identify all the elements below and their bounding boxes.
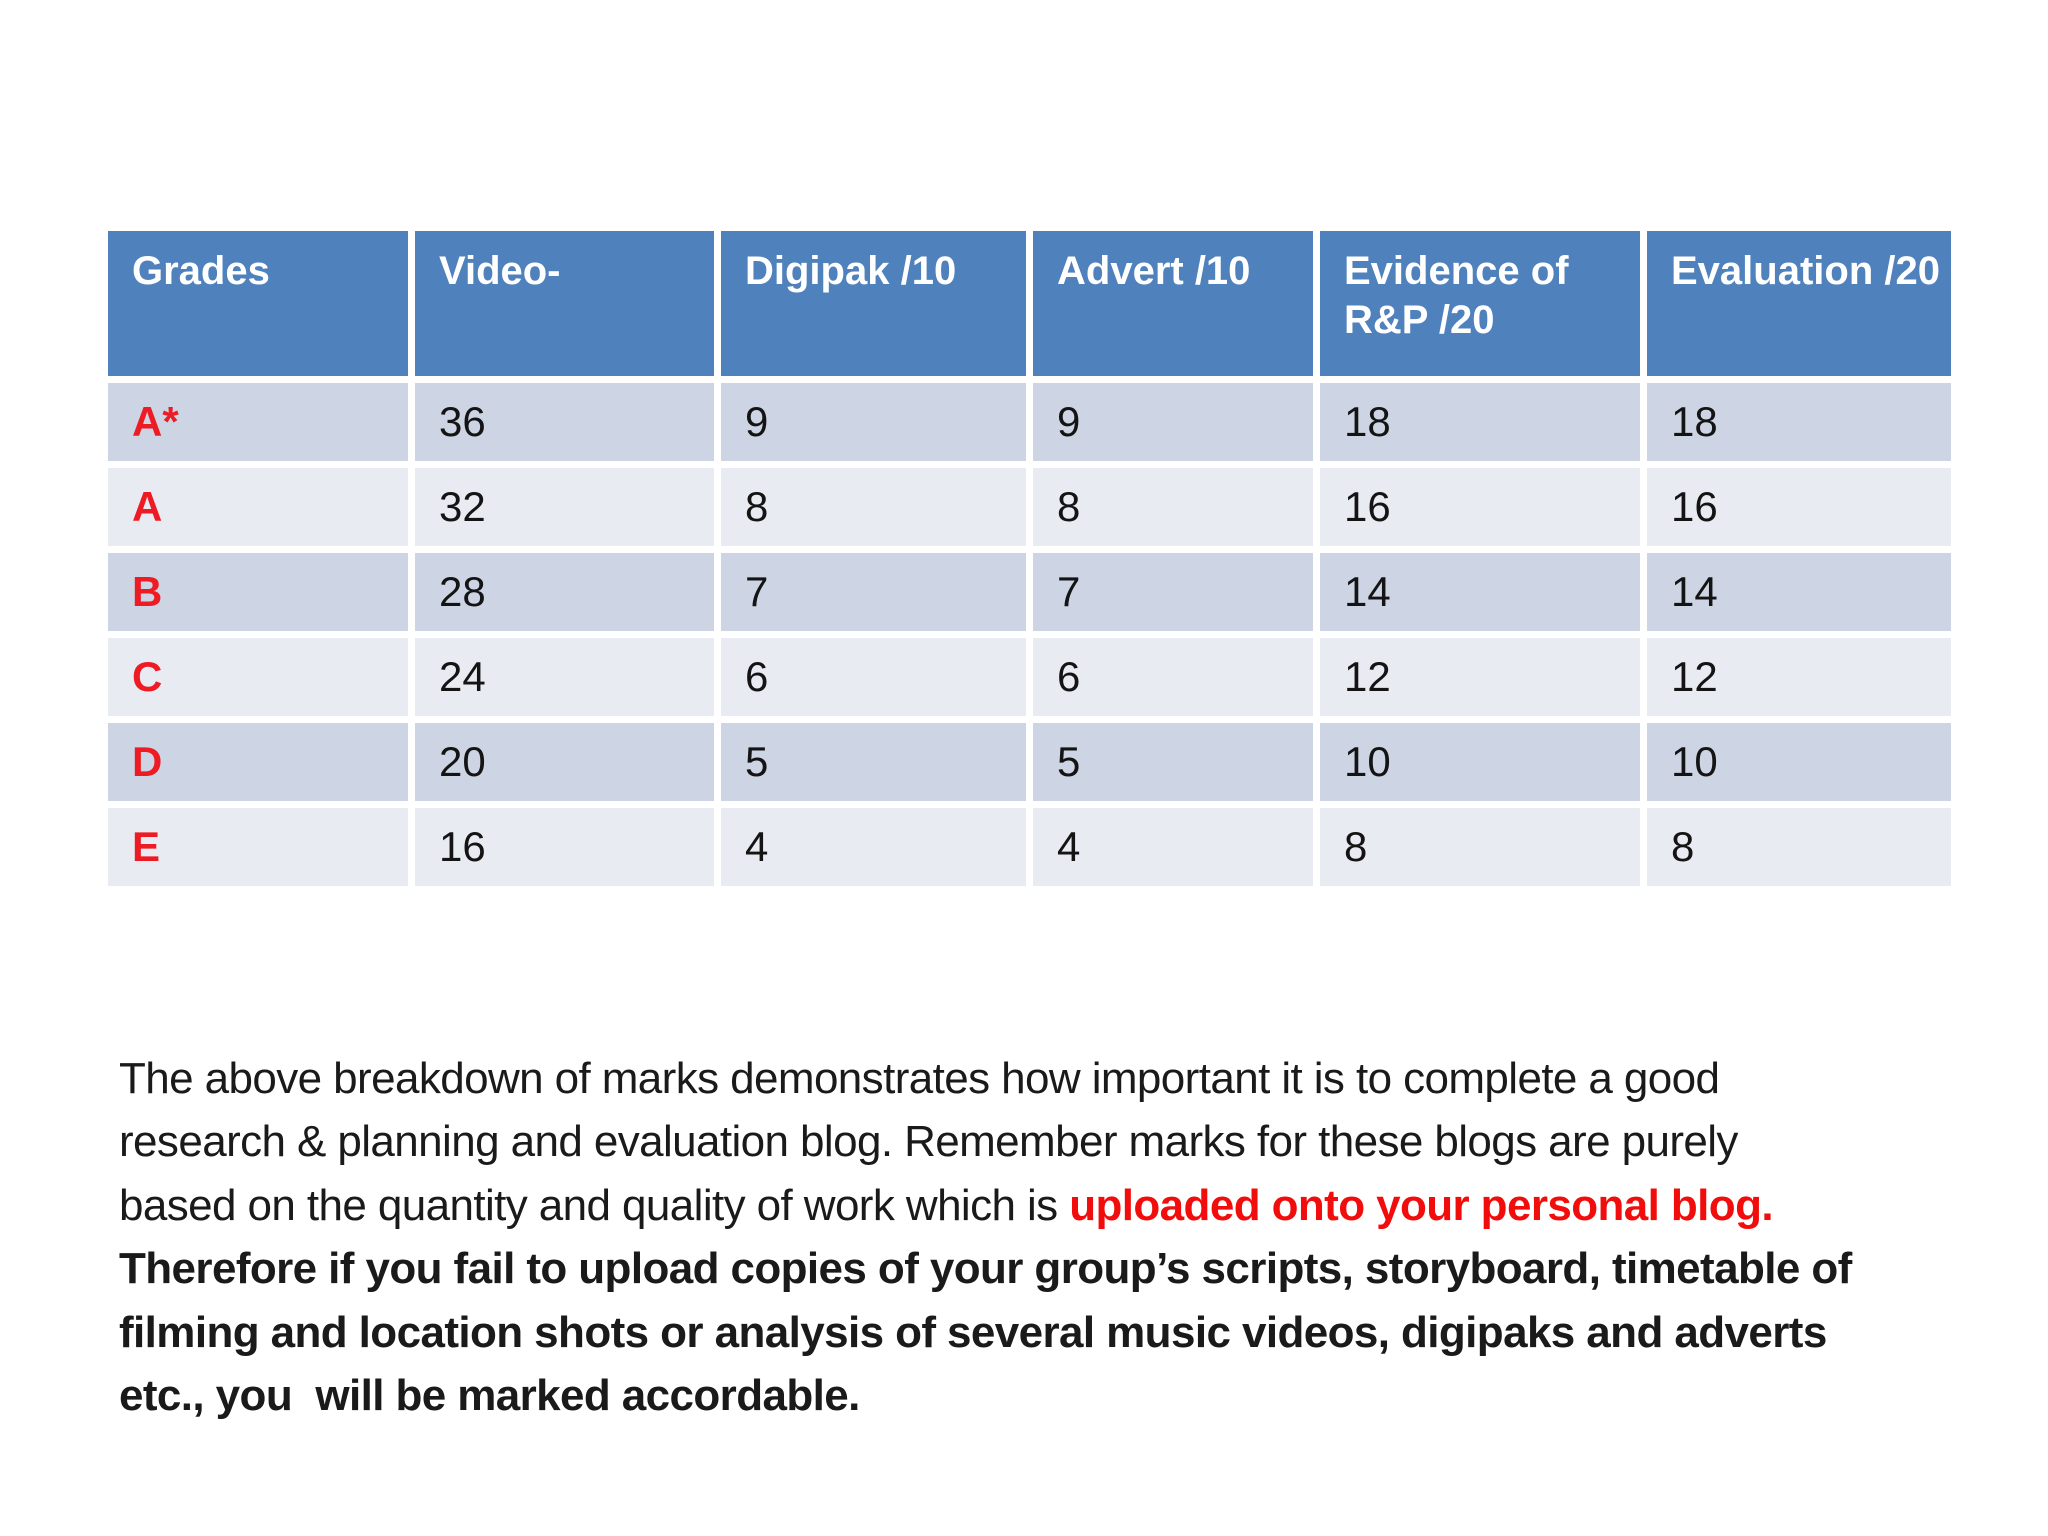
cell-c-advert: 6 [1033, 638, 1313, 716]
grade-cell-b: B [108, 553, 408, 631]
cell-a-video: 32 [415, 468, 714, 546]
notes-paragraph: The above breakdown of marks demonstrate… [119, 1047, 1852, 1427]
cell-a-star-digipak: 9 [721, 383, 1026, 461]
cell-b-advert: 7 [1033, 553, 1313, 631]
cell-e-digipak: 4 [721, 808, 1026, 886]
cell-a-evidence: 16 [1320, 468, 1640, 546]
cell-d-video: 20 [415, 723, 714, 801]
cell-d-advert: 5 [1033, 723, 1313, 801]
cell-e-evidence: 8 [1320, 808, 1640, 886]
cell-b-digipak: 7 [721, 553, 1026, 631]
cell-a-evaluation: 16 [1647, 468, 1951, 546]
cell-c-evaluation: 12 [1647, 638, 1951, 716]
highlighted-text: uploaded onto your personal blog. [1069, 1180, 1773, 1230]
column-header-advert: Advert /10 [1033, 231, 1313, 376]
cell-a-star-evidence: 18 [1320, 383, 1640, 461]
cell-e-video: 16 [415, 808, 714, 886]
paragraph-text: etc., you will be marked accordable. [119, 1371, 860, 1421]
paragraph-line-1: The above breakdown of marks demonstrate… [119, 1047, 1852, 1110]
cell-e-advert: 4 [1033, 808, 1313, 886]
grade-cell-c: C [108, 638, 408, 716]
paragraph-line-5: filming and location shots or analysis o… [119, 1301, 1852, 1364]
cell-c-digipak: 6 [721, 638, 1026, 716]
paragraph-line-6: etc., you will be marked accordable. [119, 1364, 1852, 1427]
cell-d-digipak: 5 [721, 723, 1026, 801]
paragraph-line-2: research & planning and evaluation blog.… [119, 1110, 1852, 1173]
cell-a-star-evaluation: 18 [1647, 383, 1951, 461]
cell-b-video: 28 [415, 553, 714, 631]
cell-a-digipak: 8 [721, 468, 1026, 546]
cell-b-evaluation: 14 [1647, 553, 1951, 631]
cell-d-evidence: 10 [1320, 723, 1640, 801]
column-header-evidence: Evidence of R&P /20 [1320, 231, 1640, 376]
grade-cell-a-star: A* [108, 383, 408, 461]
grade-cell-d: D [108, 723, 408, 801]
paragraph-text: research & planning and evaluation blog.… [119, 1117, 1738, 1167]
column-header-grades: Grades [108, 231, 408, 376]
paragraph-text: The above breakdown of marks demonstrate… [119, 1054, 1720, 1103]
cell-a-star-video: 36 [415, 383, 714, 461]
cell-c-evidence: 12 [1320, 638, 1640, 716]
column-header-evaluation: Evaluation /20 [1647, 231, 1951, 376]
cell-e-evaluation: 8 [1647, 808, 1951, 886]
column-header-digipak: Digipak /10 [721, 231, 1026, 376]
grade-cell-a: A [108, 468, 408, 546]
cell-d-evaluation: 10 [1647, 723, 1951, 801]
cell-a-star-advert: 9 [1033, 383, 1313, 461]
paragraph-line-4: Therefore if you fail to upload copies o… [119, 1237, 1852, 1300]
grade-cell-e: E [108, 808, 408, 886]
paragraph-text: based on the quantity and quality of wor… [119, 1180, 1070, 1230]
cell-b-evidence: 14 [1320, 553, 1640, 631]
grades-marks-table: Grades Video- Digipak /10 Advert /10 Evi… [108, 231, 1951, 886]
cell-c-video: 24 [415, 638, 714, 716]
cell-a-advert: 8 [1033, 468, 1313, 546]
column-header-video: Video- [415, 231, 714, 376]
paragraph-line-3: based on the quantity and quality of wor… [119, 1174, 1852, 1237]
paragraph-text: filming and location shots or analysis o… [119, 1307, 1827, 1357]
paragraph-text: Therefore if you fail to upload copies o… [119, 1244, 1852, 1294]
